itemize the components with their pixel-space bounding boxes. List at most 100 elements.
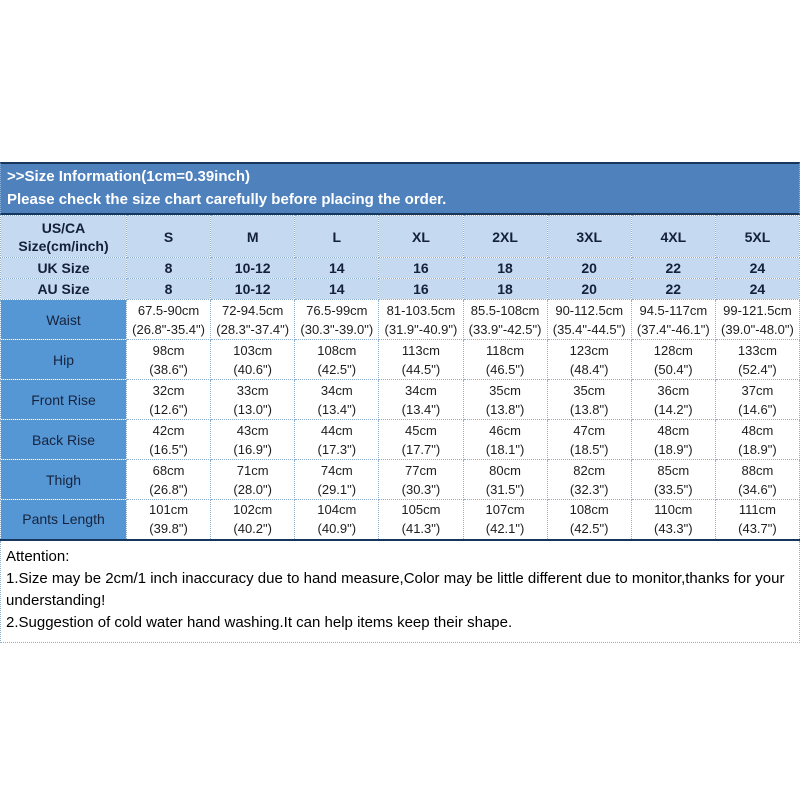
value-inch: (26.8"-35.4") [132,321,205,337]
attention-note-1: 1.Size may be 2cm/1 inch inaccuracy due … [6,569,785,609]
value-cm: 32cm [152,382,185,398]
measurement-label: Thigh [0,459,127,500]
measurement-row: Back Rise 42cm (16.5") 43cm (16.9") 44cm (17.3… [0,419,800,460]
measurement-value-cell: 104cm (40.9") [294,499,380,540]
value-cm: 81-103.5cm [386,302,456,318]
measurement-row: Hip 98cm (38.6") 103cm (40.6") 108cm (42.5") 11… [0,339,800,380]
measurement-value-cell: 99-121.5cm (39.0"-48.0") [714,299,800,340]
value-inch: (16.9") [233,441,272,457]
region-size-value: 10-12 [210,278,296,300]
measurement-value-cell: 35cm (13.8") [462,379,548,420]
value-cm: 80cm [489,462,521,478]
value-cm: 77cm [405,462,437,478]
measurement-value-cell: 44cm (17.3") [294,419,380,460]
corner-header: US/CA Size(cm/inch) [0,215,127,258]
value-inch: (34.6") [738,481,777,497]
measurement-value-cell: 118cm (46.5") [462,339,548,380]
value-inch: (13.0") [233,401,272,417]
value-cm: 103cm [233,342,273,358]
value-inch: (17.7") [401,441,441,457]
measurement-value-cell: 72-94.5cm (28.3"-37.4") [210,299,296,340]
measurement-value-cell: 46cm (18.1") [462,419,548,460]
measurement-value-cell: 123cm (48.4") [546,339,632,380]
region-size-value: 24 [714,278,800,300]
measurement-value-cell: 81-103.5cm (31.9"-40.9") [378,299,464,340]
value-inch: (18.5") [569,441,609,457]
measurement-value-cell: 111cm (43.7") [714,499,800,540]
measurement-value-cell: 128cm (50.4") [630,339,716,380]
value-cm: 76.5-99cm [306,302,368,318]
value-cm: 43cm [236,422,269,438]
value-cm: 34cm [320,382,353,398]
region-size-value: 16 [378,278,464,300]
value-inch: (46.5") [485,361,525,377]
region-size-label: AU Size [0,278,127,300]
value-inch: (42.5") [569,521,609,537]
region-size-label: UK Size [0,257,127,279]
value-cm: 46cm [489,422,521,438]
value-cm: 108cm [317,342,357,358]
value-inch: (48.4") [569,361,609,377]
value-inch: (38.6") [149,361,188,377]
value-cm: 113cm [401,342,440,358]
size-column-header: XL [378,215,464,258]
measurement-value-cell: 85cm (33.5") [630,459,716,500]
value-inch: (12.6") [149,401,188,417]
value-inch: (50.4") [654,361,693,377]
region-size-row: UK Size 8 10-12 14 16 18 20 22 24 [0,257,800,279]
value-inch: (13.4") [317,401,357,417]
value-cm: 88cm [741,462,774,478]
value-cm: 107cm [485,502,525,518]
value-inch: (33.5") [654,481,693,497]
value-cm: 98cm [152,342,185,358]
value-cm: 36cm [657,382,690,398]
attention-note-2: 2.Suggestion of cold water hand washing.… [6,613,513,631]
value-inch: (18.9") [738,441,777,457]
value-inch: (26.8") [149,481,188,497]
measurement-value-cell: 80cm (31.5") [462,459,548,500]
value-cm: 34cm [405,382,437,398]
measurement-value-cell: 74cm (29.1") [294,459,380,500]
banner-title: >>Size Information(1cm=0.39inch) [7,168,250,185]
measurement-value-cell: 48cm (18.9") [714,419,800,460]
measurement-row: Thigh 68cm (26.8") 71cm (28.0") 74cm (29.1") 77… [0,459,800,500]
measurement-value-cell: 36cm (14.2") [630,379,716,420]
measurement-label: Front Rise [0,379,127,420]
region-size-row: AU Size 8 10-12 14 16 18 20 22 24 [0,278,800,300]
region-size-value: 14 [294,257,380,279]
value-cm: 123cm [569,342,609,358]
value-inch: (28.3"-37.4") [216,321,290,337]
value-inch: (40.2") [233,521,272,537]
value-cm: 90-112.5cm [555,302,624,318]
region-size-value: 22 [630,278,716,300]
size-column-header: 5XL [714,215,800,258]
measurement-value-cell: 32cm (12.6") [125,379,212,420]
value-cm: 33cm [236,382,269,398]
value-cm: 42cm [152,422,185,438]
region-size-value: 20 [546,257,632,279]
measurement-value-cell: 76.5-99cm (30.3"-39.0") [294,299,380,340]
measurement-value-cell: 77cm (30.3") [378,459,464,500]
value-inch: (39.0"-48.0") [721,321,794,337]
value-cm: 74cm [320,462,353,478]
value-inch: (30.3"-39.0") [300,321,374,337]
top-whitespace [0,0,800,162]
size-column-header: M [210,215,296,258]
value-cm: 85.5-108cm [470,302,540,318]
value-inch: (18.9") [654,441,693,457]
value-inch: (43.3") [654,521,693,537]
value-cm: 104cm [317,502,357,518]
measurement-label: Pants Length [0,499,127,540]
value-cm: 35cm [489,382,521,398]
value-inch: (42.5") [317,361,357,377]
size-column-header: 4XL [630,215,716,258]
measurement-value-cell: 110cm (43.3") [630,499,716,540]
measurement-value-cell: 35cm (13.8") [546,379,632,420]
measurement-value-cell: 34cm (13.4") [378,379,464,420]
size-chart-table: US/CA Size(cm/inch) S M L XL 2XL 3XL 4XL 5XL UK Si… [0,215,800,541]
measurement-value-cell: 107cm (42.1") [462,499,548,540]
measurement-value-cell: 43cm (16.9") [210,419,296,460]
measurement-value-cell: 113cm (44.5") [378,339,464,380]
measurement-value-cell: 47cm (18.5") [546,419,632,460]
value-inch: (16.5") [149,441,188,457]
